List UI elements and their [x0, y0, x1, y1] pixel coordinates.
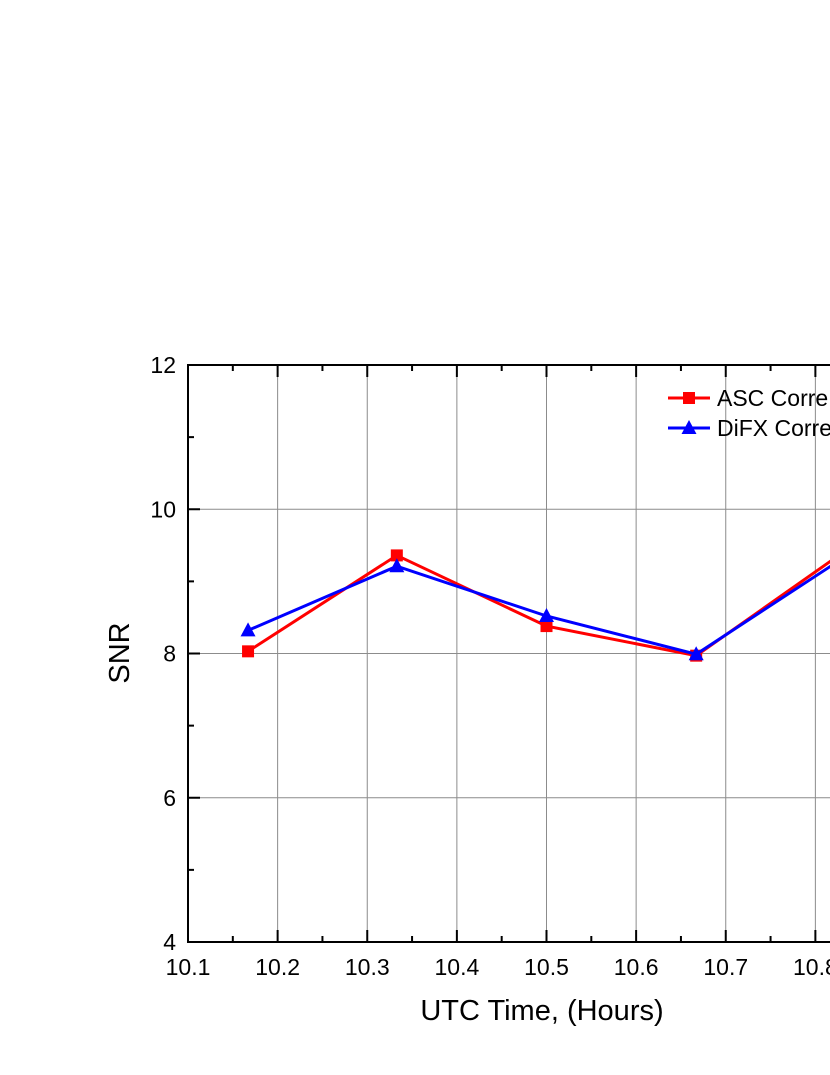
- x-tick-label: 10.7: [703, 954, 748, 980]
- x-tick-label: 10.2: [255, 954, 300, 980]
- axis-ticks: [187, 364, 817, 943]
- y-tick-label: 10: [150, 496, 176, 522]
- data-point: [240, 622, 256, 637]
- y-axis-tick-labels: 4 6 8 10 12: [150, 352, 176, 955]
- series-square: [242, 549, 830, 662]
- x-tick-label: 10.6: [614, 954, 659, 980]
- y-tick-label: 6: [163, 785, 176, 811]
- data-point: [242, 645, 255, 658]
- series-line: [247, 553, 830, 658]
- y-tick-label: 12: [150, 352, 176, 378]
- y-tick-label: 4: [163, 929, 176, 955]
- legend-label: ASC Corre: [717, 385, 828, 411]
- data-point: [539, 607, 554, 622]
- data-point: [389, 558, 405, 573]
- legend-marker: [683, 392, 695, 404]
- series-triangle: [240, 558, 830, 661]
- x-tick-label: 10.8: [793, 954, 830, 980]
- data-point: [688, 646, 704, 661]
- series-layer: [240, 549, 830, 662]
- x-axis-title: UTC Time, (Hours): [420, 995, 663, 1027]
- series-line: [247, 564, 830, 656]
- legend-label: DiFX Corre: [717, 415, 830, 441]
- data-point: [390, 549, 403, 562]
- legend-marker: [681, 420, 697, 434]
- y-axis-title: SNR: [104, 622, 136, 683]
- x-axis-tick-labels: 10.1 10.2 10.3 10.4 10.5 10.6 10.7 10.8: [166, 954, 830, 980]
- x-tick-label: 10.5: [524, 954, 569, 980]
- grid-lines: [188, 365, 830, 942]
- legend: ASC Corre DiFX Corre: [668, 385, 830, 441]
- data-point: [540, 620, 553, 633]
- legend-entry: ASC Corre: [668, 385, 828, 411]
- x-tick-label: 10.1: [166, 954, 211, 980]
- x-tick-label: 10.3: [345, 954, 390, 980]
- y-tick-label: 8: [163, 641, 176, 667]
- x-tick-label: 10.4: [434, 954, 479, 980]
- legend-entry: DiFX Corre: [668, 415, 830, 441]
